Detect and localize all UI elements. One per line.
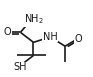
Text: NH$_2$: NH$_2$ xyxy=(24,12,43,26)
Text: O: O xyxy=(4,27,11,37)
Text: NH: NH xyxy=(43,32,58,42)
Text: SH: SH xyxy=(14,62,27,72)
Text: O: O xyxy=(74,33,82,44)
